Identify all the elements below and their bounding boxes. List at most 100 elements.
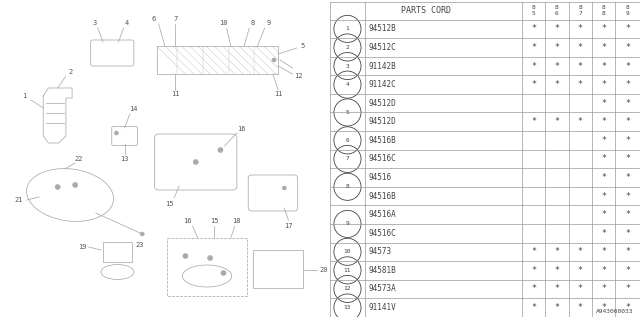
Text: 3: 3	[346, 64, 349, 68]
Text: *: *	[625, 284, 630, 293]
Text: 10: 10	[220, 20, 228, 26]
Text: 94512D: 94512D	[369, 117, 396, 126]
Text: *: *	[625, 99, 630, 108]
Text: *: *	[601, 136, 606, 145]
Text: 21: 21	[14, 197, 23, 203]
Text: 20: 20	[319, 267, 328, 273]
Text: 94516: 94516	[369, 173, 392, 182]
Bar	[103, 242, 132, 262]
Text: 94581B: 94581B	[369, 266, 396, 275]
Text: *: *	[531, 266, 536, 275]
Text: *: *	[554, 117, 559, 126]
Text: *: *	[601, 284, 606, 293]
Text: 13: 13	[344, 305, 351, 310]
Text: *: *	[601, 192, 606, 201]
Text: *: *	[601, 24, 606, 33]
Text: *: *	[601, 266, 606, 275]
Text: *: *	[625, 155, 630, 164]
Text: *: *	[578, 266, 583, 275]
Text: *: *	[625, 80, 630, 89]
Text: 6: 6	[151, 16, 156, 22]
Text: *: *	[601, 43, 606, 52]
Text: 8
6: 8 6	[555, 5, 559, 16]
Text: *: *	[554, 266, 559, 275]
Text: 13: 13	[120, 156, 129, 162]
Text: 12: 12	[294, 73, 303, 79]
Text: *: *	[531, 247, 536, 256]
Text: 18: 18	[233, 218, 241, 224]
Text: 8
7: 8 7	[579, 5, 582, 16]
Text: 5: 5	[301, 43, 305, 49]
Text: *: *	[625, 173, 630, 182]
Circle shape	[282, 186, 286, 190]
Text: *: *	[554, 61, 559, 70]
Text: *: *	[625, 43, 630, 52]
Circle shape	[140, 232, 144, 236]
Text: *: *	[578, 284, 583, 293]
Text: *: *	[578, 247, 583, 256]
Text: *: *	[601, 117, 606, 126]
Text: 8
5: 8 5	[532, 5, 536, 16]
Text: *: *	[601, 80, 606, 89]
Text: *: *	[601, 61, 606, 70]
Text: *: *	[554, 43, 559, 52]
Text: 94573A: 94573A	[369, 284, 396, 293]
Circle shape	[115, 131, 118, 135]
Text: *: *	[554, 284, 559, 293]
Text: 14: 14	[130, 106, 138, 112]
Text: 11: 11	[171, 91, 179, 97]
Text: 23: 23	[136, 242, 145, 248]
Text: *: *	[554, 24, 559, 33]
Text: *: *	[625, 303, 630, 312]
Text: *: *	[578, 24, 583, 33]
Text: *: *	[625, 24, 630, 33]
Text: *: *	[578, 303, 583, 312]
Text: *: *	[601, 247, 606, 256]
Text: 10: 10	[344, 249, 351, 254]
Text: 16: 16	[237, 126, 245, 132]
Text: *: *	[601, 99, 606, 108]
Text: 15: 15	[210, 218, 218, 224]
Text: 2: 2	[346, 45, 349, 50]
Bar	[253, 250, 303, 288]
Text: *: *	[531, 43, 536, 52]
Text: 5: 5	[346, 110, 349, 115]
Text: 2: 2	[69, 69, 73, 75]
Text: *: *	[554, 303, 559, 312]
Text: 22: 22	[74, 156, 83, 162]
Circle shape	[55, 185, 60, 189]
Text: 12: 12	[344, 286, 351, 292]
Text: PARTS CORD: PARTS CORD	[401, 6, 451, 15]
Text: *: *	[625, 117, 630, 126]
Text: *: *	[601, 303, 606, 312]
Text: *: *	[601, 173, 606, 182]
Text: *: *	[531, 80, 536, 89]
Text: 9: 9	[346, 221, 349, 227]
Circle shape	[72, 182, 78, 188]
Text: 91141V: 91141V	[369, 303, 396, 312]
Text: *: *	[625, 192, 630, 201]
Circle shape	[207, 255, 212, 260]
Text: 8
9: 8 9	[626, 5, 630, 16]
Text: *: *	[531, 284, 536, 293]
Text: 94512D: 94512D	[369, 99, 396, 108]
Circle shape	[193, 159, 198, 164]
Text: *: *	[531, 61, 536, 70]
Text: *: *	[625, 229, 630, 238]
Text: 16: 16	[183, 218, 192, 224]
Text: *: *	[625, 247, 630, 256]
Text: *: *	[601, 155, 606, 164]
Circle shape	[183, 253, 188, 259]
Bar	[157, 46, 278, 74]
Text: 94516C: 94516C	[369, 155, 396, 164]
Text: 94512B: 94512B	[369, 24, 396, 33]
Circle shape	[221, 270, 226, 276]
Text: *: *	[625, 136, 630, 145]
Text: 94516C: 94516C	[369, 229, 396, 238]
Text: 17: 17	[284, 223, 292, 229]
Circle shape	[218, 148, 223, 153]
Text: *: *	[601, 229, 606, 238]
Text: 4: 4	[346, 82, 349, 87]
Text: 11: 11	[344, 268, 351, 273]
Text: 15: 15	[164, 201, 173, 207]
